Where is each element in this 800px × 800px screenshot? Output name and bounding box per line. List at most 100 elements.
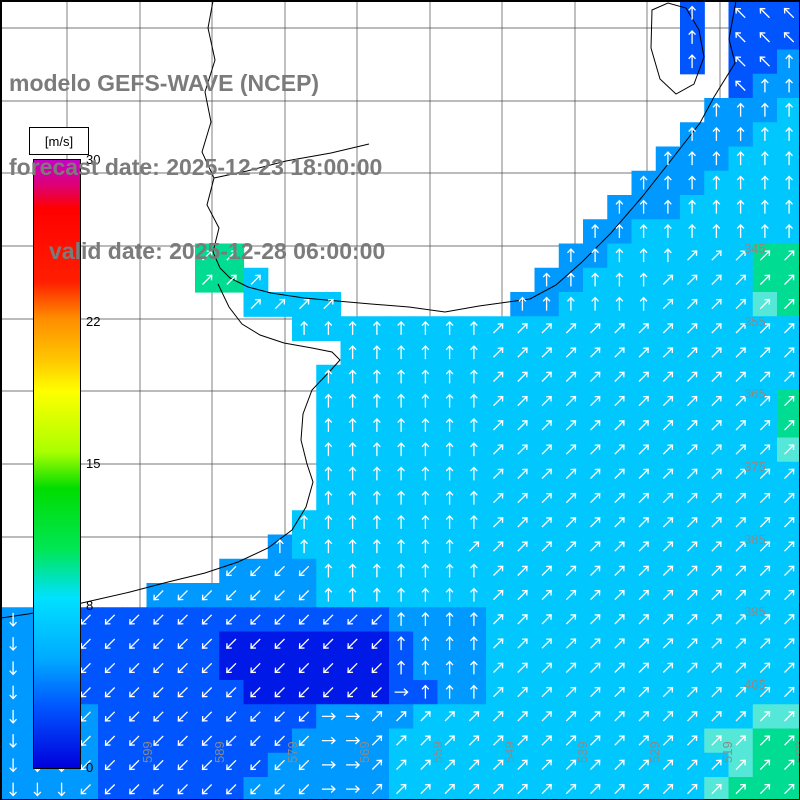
wind-direction-arrow <box>711 395 722 407</box>
wind-direction-arrow <box>371 687 382 698</box>
wind-direction-arrow <box>321 736 336 745</box>
wind-direction-arrow <box>565 517 577 528</box>
wind-direction-arrow <box>104 687 116 698</box>
wind-direction-arrow <box>445 369 454 384</box>
wind-direction-arrow <box>153 735 164 746</box>
wind-direction-arrow <box>662 759 674 770</box>
wind-direction-arrow <box>590 759 601 770</box>
wind-direction-arrow <box>784 444 795 455</box>
wind-direction-arrow <box>445 345 454 360</box>
wind-direction-arrow <box>201 711 213 722</box>
wind-direction-arrow <box>371 638 382 649</box>
wind-direction-arrow <box>421 660 430 675</box>
wind-direction-arrow <box>300 514 308 529</box>
wind-direction-arrow <box>57 782 66 797</box>
wind-direction-arrow <box>735 56 746 67</box>
wind-direction-arrow <box>638 420 649 431</box>
wind-direction-arrow <box>761 223 769 238</box>
wind-direction-arrow <box>590 589 601 601</box>
wind-direction-arrow <box>711 517 722 528</box>
wind-direction-arrow <box>735 492 746 504</box>
lat-axis-label: 405 <box>744 677 766 692</box>
wind-direction-arrow <box>493 371 504 382</box>
wind-direction-arrow <box>321 785 336 793</box>
wind-direction-arrow <box>785 223 793 238</box>
wind-direction-arrow <box>784 250 795 261</box>
wind-speed-cell <box>777 122 799 148</box>
wind-direction-arrow <box>153 759 164 771</box>
wind-direction-arrow <box>321 712 336 721</box>
wind-direction-arrow <box>517 323 528 334</box>
wind-direction-arrow <box>371 759 383 770</box>
wind-direction-arrow <box>590 565 601 576</box>
colorbar-tick-label: 8 <box>86 597 94 613</box>
wind-direction-arrow <box>129 687 140 698</box>
wind-direction-arrow <box>759 638 771 649</box>
wind-direction-arrow <box>348 514 357 529</box>
wind-direction-arrow <box>444 759 455 770</box>
wind-direction-arrow <box>274 662 285 674</box>
wind-direction-arrow <box>662 298 674 310</box>
wind-direction-arrow <box>711 274 722 285</box>
wind-direction-arrow <box>759 662 771 673</box>
wind-direction-arrow <box>736 199 745 214</box>
wind-direction-arrow <box>735 638 746 649</box>
wind-direction-arrow <box>346 761 361 769</box>
wind-direction-arrow <box>614 492 625 504</box>
wind-direction-arrow <box>104 711 116 722</box>
wind-direction-arrow <box>80 784 91 795</box>
wind-direction-arrow <box>541 686 552 698</box>
wind-direction-arrow <box>638 323 649 334</box>
wind-direction-arrow <box>688 54 696 69</box>
wind-direction-arrow <box>445 539 454 554</box>
wind-direction-arrow <box>591 296 599 311</box>
wind-direction-arrow <box>250 735 261 746</box>
coastline-path <box>1 283 341 619</box>
wind-speed-cell <box>777 170 799 196</box>
wind-direction-arrow <box>735 614 746 625</box>
wind-direction-arrow <box>542 272 551 287</box>
colorbar-tick-label: 30 <box>86 152 101 167</box>
wind-direction-arrow <box>33 782 42 797</box>
wind-direction-arrow <box>711 371 722 382</box>
wind-direction-arrow <box>735 274 746 285</box>
wind-direction-arrow <box>614 323 625 334</box>
wind-direction-arrow <box>250 614 261 625</box>
wind-direction-arrow <box>712 199 721 214</box>
wind-direction-arrow <box>9 612 17 627</box>
wind-direction-arrow <box>129 784 140 795</box>
wind-direction-arrow <box>517 492 528 504</box>
wind-direction-arrow <box>565 711 577 722</box>
wind-direction-arrow <box>614 589 625 601</box>
wind-direction-arrow <box>736 175 745 190</box>
wind-direction-arrow <box>153 687 164 698</box>
wind-direction-arrow <box>298 711 310 722</box>
wind-direction-arrow <box>784 662 795 673</box>
wind-direction-arrow <box>761 102 769 117</box>
wind-direction-arrow <box>688 126 696 141</box>
wind-direction-arrow <box>397 636 405 651</box>
wind-direction-arrow <box>711 420 722 431</box>
lon-axis-label: 579 <box>285 741 300 763</box>
wind-direction-arrow <box>373 320 381 335</box>
wind-direction-arrow <box>226 565 237 577</box>
wind-direction-arrow <box>420 759 431 770</box>
wind-direction-arrow <box>687 347 698 358</box>
wind-direction-arrow <box>177 687 188 698</box>
wind-direction-arrow <box>517 371 528 382</box>
wind-direction-arrow <box>614 395 625 407</box>
wind-direction-arrow <box>761 175 769 190</box>
wind-direction-arrow <box>80 759 91 771</box>
wind-direction-arrow <box>614 711 625 722</box>
wind-direction-arrow <box>300 539 308 554</box>
wind-direction-arrow <box>541 614 552 625</box>
wind-direction-arrow <box>565 638 577 649</box>
wind-direction-arrow <box>445 684 454 699</box>
wind-direction-arrow <box>298 638 310 649</box>
wind-direction-arrow <box>421 417 430 432</box>
wind-speed-cell <box>777 777 799 799</box>
wind-direction-arrow <box>590 371 601 382</box>
wind-direction-arrow <box>541 565 552 576</box>
wind-direction-arrow <box>784 492 795 504</box>
